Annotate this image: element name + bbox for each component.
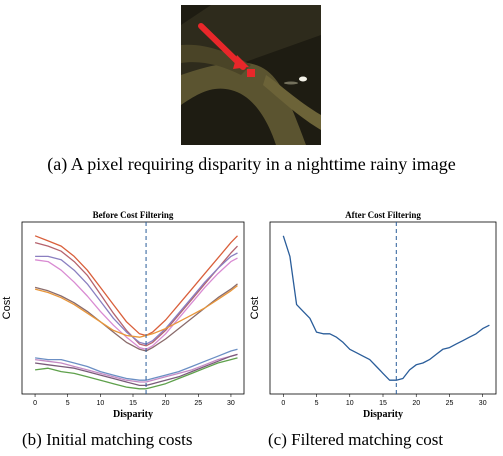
chart-title: Before Cost Filtering — [93, 210, 174, 220]
x-tick-label: 15 — [379, 400, 387, 407]
x-tick-label: 30 — [479, 400, 487, 407]
caption-b: (b) Initial matching costs — [22, 430, 193, 449]
x-tick-label: 20 — [162, 400, 170, 407]
x-tick-label: 30 — [227, 400, 235, 407]
series-line-6 — [34, 285, 238, 338]
target-pixel-marker — [247, 69, 255, 77]
series-line-9 — [35, 353, 238, 387]
x-tick-label: 20 — [412, 400, 420, 407]
x-axis-label: Disparity — [363, 409, 403, 420]
plot-frame — [21, 221, 245, 395]
series-line-1 — [282, 235, 490, 381]
x-tick-label: 5 — [66, 400, 70, 407]
chart-title: After Cost Filtering — [345, 210, 421, 220]
chart-before-filtering: Before Cost Filtering 0 5 10 15 20 25 30 Dispari… — [1, 210, 245, 420]
photo-light-streak — [284, 81, 298, 85]
chart-after-filtering: After Cost Filtering 0 5 10 15 20 25 30 Disparit… — [249, 210, 497, 420]
series-line-10 — [35, 357, 238, 390]
arrow-head — [233, 55, 249, 69]
y-axis-label: Cost — [1, 297, 13, 320]
y-axis-label: Cost — [249, 297, 261, 320]
x-tick-label: 0 — [33, 400, 37, 407]
series-line-1 — [34, 235, 238, 337]
x-tick-label: 5 — [315, 400, 319, 407]
x-tick-label: 25 — [446, 400, 454, 407]
series-line-8 — [35, 353, 238, 383]
series-line-2 — [34, 241, 238, 347]
caption-a: (a) A pixel requiring disparity in a nig… — [47, 154, 456, 174]
x-tick-label: 10 — [346, 400, 354, 407]
photo-light-glare — [299, 76, 307, 82]
x-tick-label: 25 — [194, 400, 202, 407]
caption-c: (c) Filtered matching cost — [268, 430, 444, 449]
x-tick-label: 15 — [129, 400, 137, 407]
series-line-4 — [35, 257, 238, 350]
series-line-7 — [35, 348, 238, 381]
series-line-3 — [35, 252, 238, 345]
x-tick-label: 10 — [96, 400, 104, 407]
x-axis-label: Disparity — [113, 409, 153, 420]
photo-reflection — [263, 75, 321, 130]
x-tick-label: 0 — [281, 400, 285, 407]
nighttime-rainy-image — [181, 5, 321, 145]
plot-frame — [269, 221, 497, 395]
